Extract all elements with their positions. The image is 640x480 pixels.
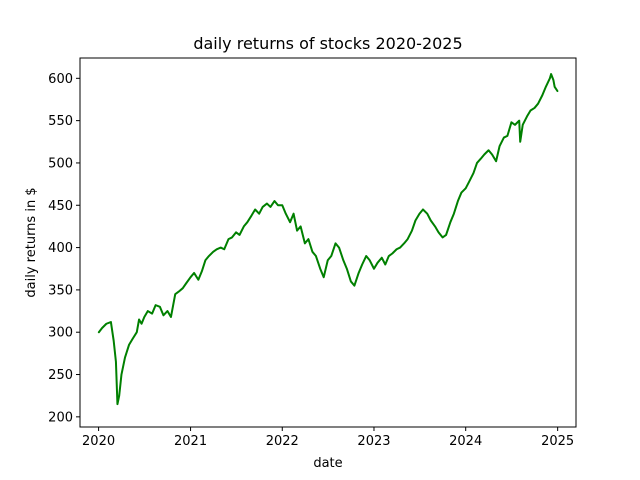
- y-tick-label-1: 250: [48, 368, 73, 383]
- y-tick-label-7: 550: [48, 114, 73, 129]
- y-tick-label-0: 200: [48, 410, 73, 425]
- y-tick-label-4: 400: [48, 241, 73, 256]
- plot-area: [79, 57, 577, 428]
- y-axis: 200 250 300 350 400 450 500 550 600: [48, 72, 80, 425]
- x-tick-label-1: 2021: [174, 434, 207, 449]
- x-tick-label-2: 2022: [266, 434, 299, 449]
- x-tick-label-3: 2023: [357, 434, 390, 449]
- y-axis-label: daily returns in $: [24, 187, 39, 297]
- y-tick-label-8: 600: [48, 72, 73, 87]
- y-tick-label-5: 450: [48, 199, 73, 214]
- x-axis: 2020 2021 2022 2023 2024 2025: [82, 427, 574, 449]
- y-tick-label-2: 300: [48, 326, 73, 341]
- series-layer: [97, 73, 559, 406]
- series-line-0: [97, 73, 559, 406]
- y-tick-label-3: 350: [48, 283, 73, 298]
- y-tick-label-6: 500: [48, 156, 73, 171]
- x-axis-label: date: [313, 456, 342, 471]
- x-tick-label-5: 2025: [541, 434, 574, 449]
- chart-title: daily returns of stocks 2020-2025: [193, 34, 462, 53]
- axes-frame: [79, 57, 577, 428]
- x-tick-label-4: 2024: [449, 434, 482, 449]
- x-tick-label-0: 2020: [82, 434, 115, 449]
